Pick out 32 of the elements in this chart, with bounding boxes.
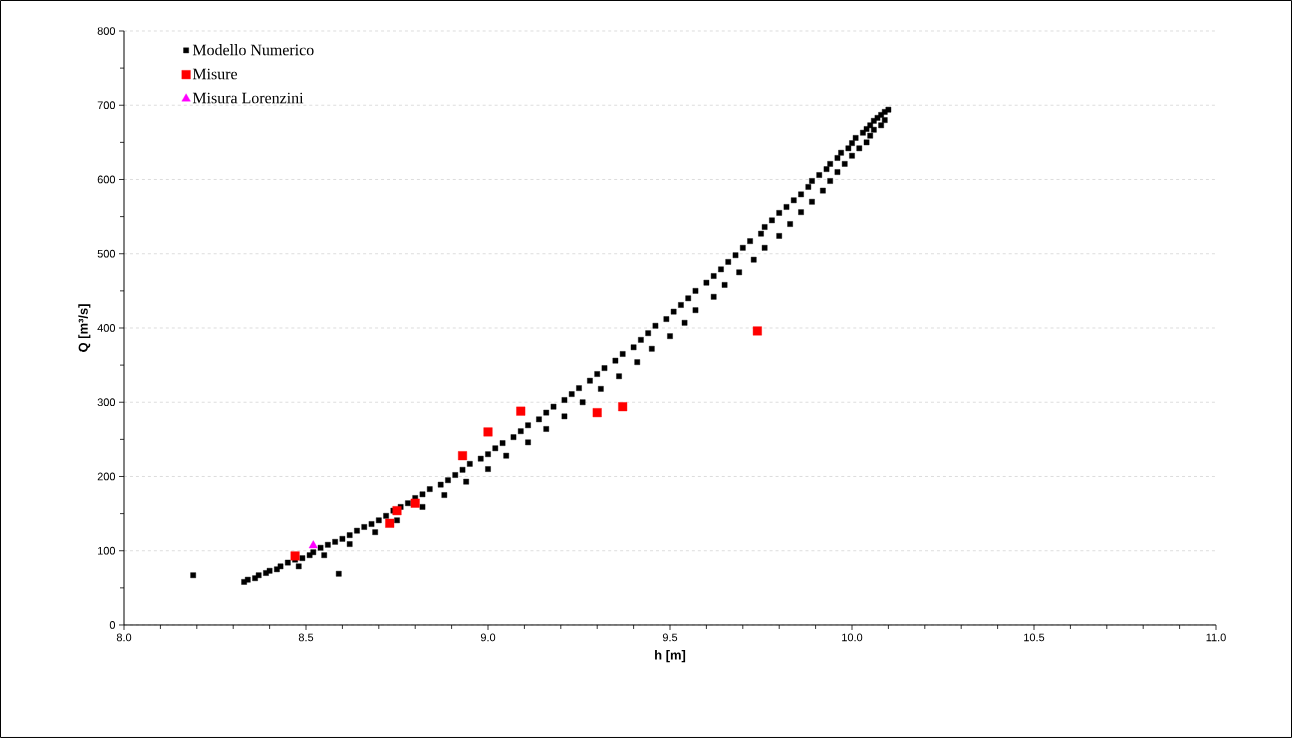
legend-label: Misura Lorenzini — [192, 92, 304, 104]
point — [516, 406, 526, 416]
x-tick-label: 10.0 — [842, 633, 863, 642]
point — [618, 402, 628, 412]
y-tick-label: 400 — [97, 324, 116, 332]
point — [308, 540, 318, 549]
point — [458, 451, 468, 461]
point — [290, 551, 300, 561]
x-tick-label: 9.5 — [662, 633, 678, 642]
x-tick-label: 11.0 — [1206, 633, 1226, 642]
legend-label: Misure — [192, 68, 238, 80]
point — [483, 427, 493, 437]
point — [385, 518, 395, 528]
legend-label: Modello Numerico — [192, 44, 314, 56]
point — [410, 498, 420, 508]
y-tick-label: 200 — [97, 472, 116, 481]
x-tick-label: 10.5 — [1024, 633, 1045, 642]
point — [752, 326, 762, 336]
x-tick-label: 8.5 — [298, 633, 314, 642]
y-tick-label: 800 — [97, 27, 116, 35]
point — [392, 506, 402, 516]
y-axis-title: Q [m³/s] — [78, 304, 91, 352]
x-axis-title: h [m] — [655, 650, 686, 663]
x-tick-label: 9.0 — [480, 633, 496, 642]
y-tick-label: 0 — [109, 621, 116, 629]
y-tick-label: 700 — [97, 101, 116, 110]
y-tick-label: 600 — [97, 175, 116, 184]
point — [592, 408, 602, 418]
y-tick-label: 100 — [98, 546, 116, 555]
y-tick-label: 500 — [97, 249, 116, 258]
x-tick-label: 8.0 — [116, 633, 132, 642]
y-tick-label: 300 — [97, 398, 116, 407]
